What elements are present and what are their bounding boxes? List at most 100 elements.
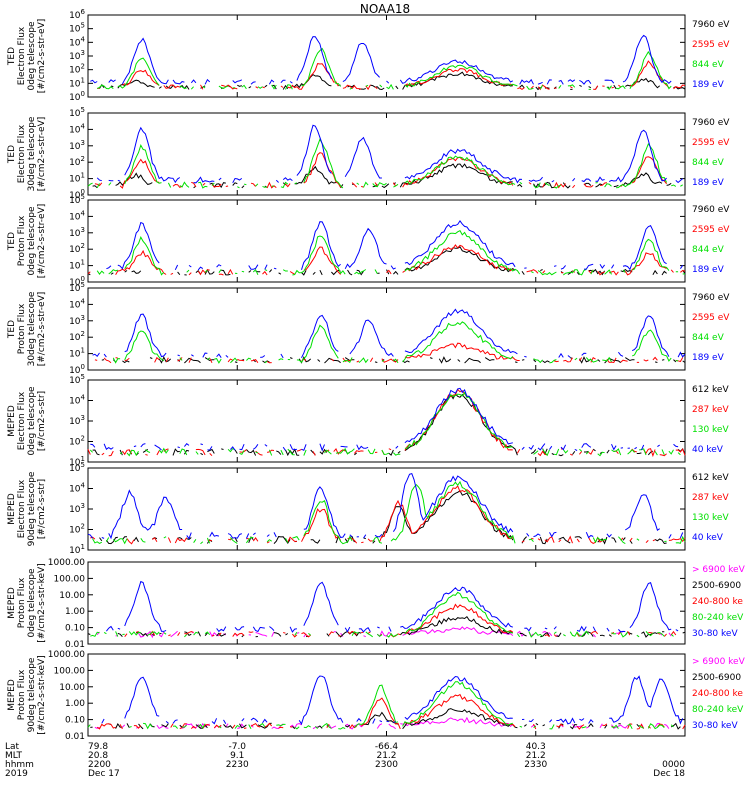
y-axis-label-line: [#/cm2-s-str-eV]	[37, 19, 47, 94]
y-tick-label: 105	[69, 106, 85, 119]
y-tick-label: 103	[69, 226, 85, 239]
x-axis-value: 2230	[226, 760, 249, 770]
legend-entry: 7960 eV	[692, 20, 730, 30]
legend-entry: > 6900 keV	[692, 565, 746, 575]
panel-2: 100 101 102 103 104 105 TED Electron Flux 30deg …	[7, 106, 730, 201]
y-tick-label: 100.00	[54, 666, 86, 676]
series-line	[101, 675, 684, 726]
x-axis-value: 40.3	[526, 742, 546, 752]
y-axis-label-line: [#/cm2-s-str]	[37, 479, 47, 539]
y-tick-label: 100	[69, 90, 85, 103]
x-axis-value: 0000	[662, 760, 685, 770]
legend-entry: 287 keV	[692, 405, 729, 415]
y-axis-label-line: 0deg telescope	[27, 21, 37, 91]
x-row-label: 2019	[5, 769, 28, 779]
y-tick-label: 105	[69, 373, 85, 386]
plot-frame	[87, 287, 686, 371]
x-axis-value: 21.2	[376, 751, 396, 761]
y-tick-label: 1.00	[65, 699, 85, 709]
series-line	[87, 138, 683, 189]
y-tick-label: 103	[69, 139, 85, 152]
y-tick-label: 102	[69, 523, 85, 536]
panel-4: 100 101 102 103 104 105 TED Proton Flux 30deg te…	[7, 281, 730, 376]
y-tick-label: 102	[69, 435, 85, 448]
y-axis-label-line: 90deg telescope	[27, 657, 37, 732]
y-axis-label-line: Proton Flux	[17, 669, 27, 720]
y-axis-label-line: Electron Flux	[17, 26, 27, 85]
legend-entry: 240-800 ke	[692, 597, 743, 607]
series-line	[92, 308, 686, 359]
legend-entry: 612 keV	[692, 473, 729, 483]
y-tick-label: 0.01	[65, 732, 85, 742]
y-tick-label: 10.00	[59, 591, 85, 601]
y-tick-label: 100	[69, 188, 85, 201]
x-axis-value: 2330	[524, 760, 547, 770]
y-axis-label-line: 90deg telescope	[27, 471, 37, 546]
legend-entry: 80-240 keV	[692, 613, 744, 623]
legend-entry: 189 eV	[692, 178, 725, 188]
plot-frame	[87, 112, 686, 196]
series-line	[90, 709, 685, 729]
x-axis-value: 21.2	[526, 751, 546, 761]
y-axis-label-line: [#/cm2-s-str-keV]	[37, 655, 47, 734]
y-tick-label: 0.10	[65, 624, 85, 634]
y-axis-label-line: 0deg telescope	[27, 206, 37, 276]
y-tick-label: 1000.00	[48, 650, 85, 660]
y-tick-label: 100	[69, 275, 85, 288]
legend-entry: 7960 eV	[692, 205, 730, 215]
y-axis-label-line: [#/cm2-s-str-eV]	[37, 292, 47, 367]
legend-entry: 130 keV	[692, 513, 729, 523]
y-tick-label: 102	[69, 155, 85, 168]
series-line	[106, 220, 684, 271]
series-line	[94, 342, 684, 364]
y-axis-label: MEPED Electron Flux 0deg telescope [#/cm2-s…	[7, 386, 47, 456]
y-tick-label: 101	[69, 76, 85, 89]
y-tick-label: 105	[69, 193, 85, 206]
plot-frame	[87, 14, 686, 98]
legend-entry: 844 eV	[692, 245, 725, 255]
series-line	[97, 49, 676, 90]
x-axis-value: 2200	[88, 760, 111, 770]
y-tick-label: 101	[69, 172, 85, 185]
y-axis-label: TED Electron Flux 0deg telescope [#/cm2-s-s…	[7, 19, 47, 94]
legend-entry: 844 eV	[692, 60, 725, 70]
y-tick-label: 102	[69, 63, 85, 76]
y-axis-label-line: Electron Flux	[17, 391, 27, 450]
y-axis-label-line: [#/cm2-s-str]	[37, 391, 47, 451]
y-axis-label-line: Proton Flux	[17, 303, 27, 354]
y-tick-label: 103	[69, 314, 85, 327]
y-tick-label: 105	[69, 461, 85, 474]
legend-entry: 130 keV	[692, 425, 729, 435]
series-line	[90, 485, 686, 545]
y-axis-label-line: Proton Flux	[17, 577, 27, 628]
y-tick-label: 1.00	[65, 607, 85, 617]
panel-3: 100 101 102 103 104 105 TED Proton Flux 0deg tel…	[7, 193, 730, 288]
legend-entry: 40 keV	[692, 533, 724, 543]
series-line	[92, 480, 686, 545]
legend-entry: 30-80 keV	[692, 721, 738, 731]
y-tick-label: 104	[69, 122, 85, 135]
y-axis-label: MEPED Proton Flux 0deg telescope [#/cm2-s-s…	[7, 563, 47, 642]
y-axis-label: TED Electron Flux 30deg telescope [#/cm2-s-…	[7, 116, 47, 191]
figure-title: NOAA18	[360, 2, 410, 16]
legend-entry: 7960 eV	[692, 293, 730, 303]
y-axis-label-line: TED	[7, 47, 17, 66]
y-axis-label-line: [#/cm2-s-str-keV]	[37, 563, 47, 642]
legend-entry: 189 eV	[692, 265, 725, 275]
x-row-label: hhmm	[5, 760, 34, 770]
y-axis-label-line: 0deg telescope	[27, 386, 37, 456]
y-axis-label-line: [#/cm2-s-str-eV]	[37, 117, 47, 192]
legend-entry: 2595 eV	[692, 138, 730, 148]
y-tick-label: 104	[69, 394, 85, 407]
series-line	[87, 244, 686, 276]
legend-entry: 2595 eV	[692, 225, 730, 235]
y-tick-label: 105	[69, 281, 85, 294]
y-tick-label: 101	[69, 259, 85, 272]
series-line	[96, 124, 684, 184]
y-axis-label-line: MEPED	[7, 493, 17, 525]
y-tick-label: 104	[69, 209, 85, 222]
y-axis-label-line: TED	[7, 320, 17, 339]
